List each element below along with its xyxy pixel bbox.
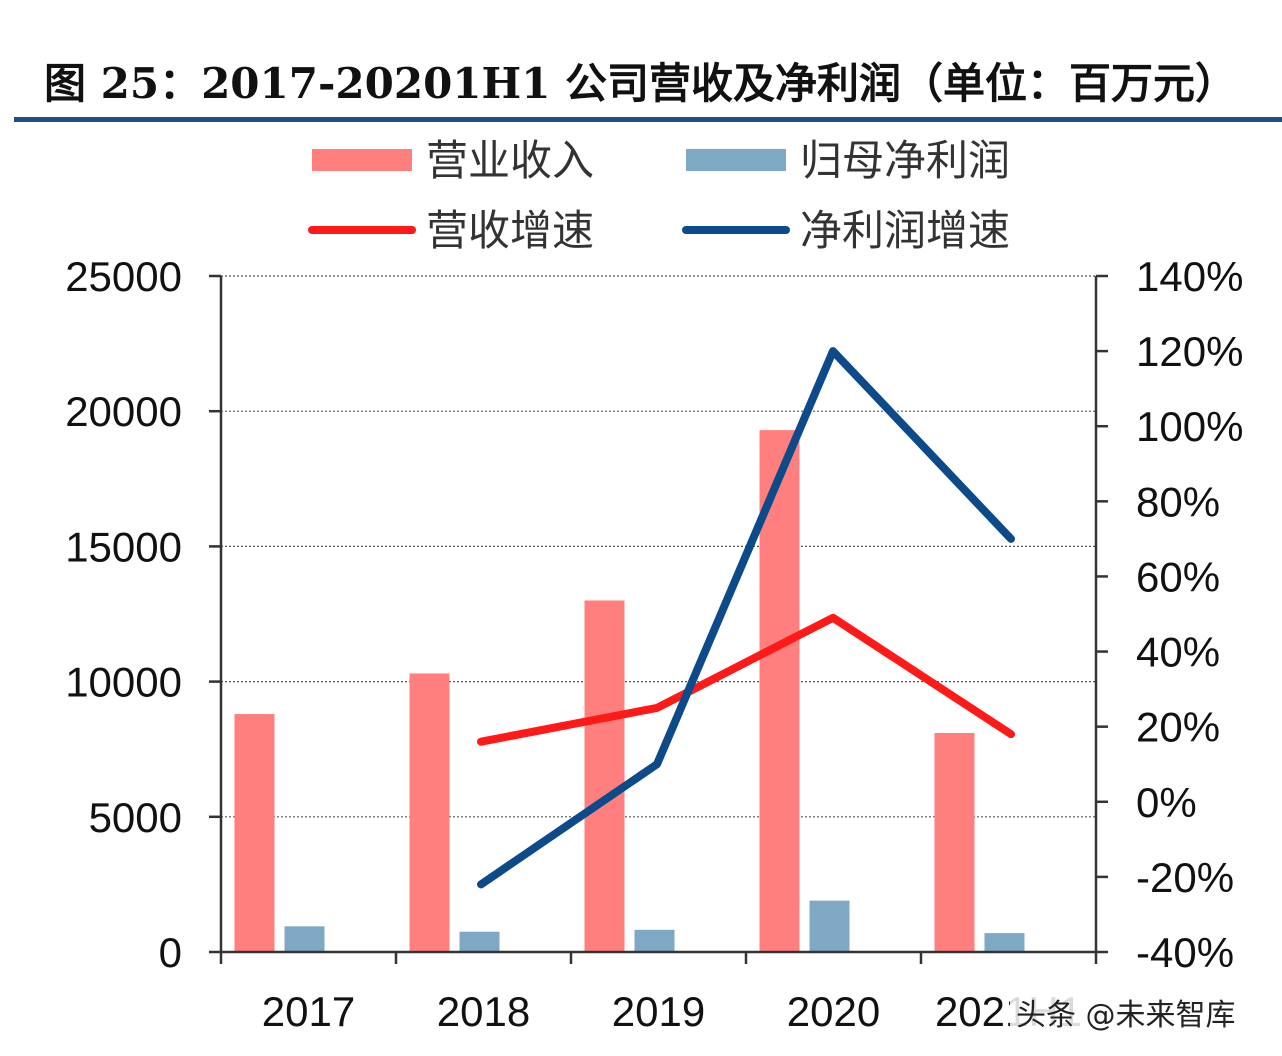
axes: 0 5000 10000 15000 20000 25000 -40% -20% 0% 20% 40… <box>65 253 1243 1035</box>
legend-label: 归母净利润 <box>800 136 1010 185</box>
y-left-tick-label: 20000 <box>65 388 182 435</box>
y-right-tick-label: 0% <box>1136 779 1197 826</box>
y-left-tick-label: 15000 <box>65 523 182 570</box>
y-right-tick-label: 60% <box>1136 553 1220 600</box>
y-left-tick-label: 10000 <box>65 659 182 706</box>
profit-bar <box>809 900 850 952</box>
legend-item: 营业收入 <box>312 136 594 185</box>
legend-label: 营收增速 <box>426 206 594 255</box>
chart-title: 图 25：2017-20201H1 公司营收及净利润（单位：百万元） <box>44 59 1238 108</box>
revenue-bar <box>584 600 625 952</box>
y-right-tick-label: -40% <box>1136 929 1234 976</box>
x-tick-label: 2020 <box>787 988 880 1035</box>
x-tick-label: 2019 <box>612 988 705 1035</box>
legend-item: 营收增速 <box>308 206 594 255</box>
y-right-tick-label: 80% <box>1136 478 1220 525</box>
profit-bar <box>984 933 1025 952</box>
profit-bar <box>459 931 500 952</box>
revenue-bar <box>409 673 450 952</box>
profit-bar <box>284 926 325 952</box>
y-left-tick-label: 5000 <box>89 794 182 841</box>
x-tick-label: 2018 <box>437 988 530 1035</box>
title-divider <box>14 117 1282 122</box>
y-right-tick-label: 100% <box>1136 403 1243 450</box>
legend-item: 净利润增速 <box>682 206 1010 255</box>
y-right-tick-label: 20% <box>1136 704 1220 751</box>
y-right-tick-label: 140% <box>1136 253 1243 300</box>
y-right-tick-label: -20% <box>1136 854 1234 901</box>
y-right-tick-label: 40% <box>1136 629 1220 676</box>
profit-bar <box>634 929 675 952</box>
y-right-tick-label: 120% <box>1136 328 1243 375</box>
legend-label: 净利润增速 <box>800 206 1010 255</box>
revenue-bar <box>234 714 275 952</box>
y-left-tick-label: 25000 <box>65 253 182 300</box>
legend-swatch <box>312 149 412 171</box>
bars <box>234 430 1025 952</box>
y-left-tick-label: 0 <box>159 929 182 976</box>
legend-item: 归母净利润 <box>686 136 1010 185</box>
legend-swatch <box>686 149 786 171</box>
watermark: 头条 @未来智库 <box>1010 990 1242 1034</box>
profit-growth-line <box>477 347 1015 889</box>
revenue-growth-line <box>477 613 1015 746</box>
x-tick-label: 2017 <box>262 988 355 1035</box>
revenue-bar <box>934 732 975 952</box>
growth-lines <box>477 347 1015 889</box>
legend-label: 营业收入 <box>426 136 594 185</box>
